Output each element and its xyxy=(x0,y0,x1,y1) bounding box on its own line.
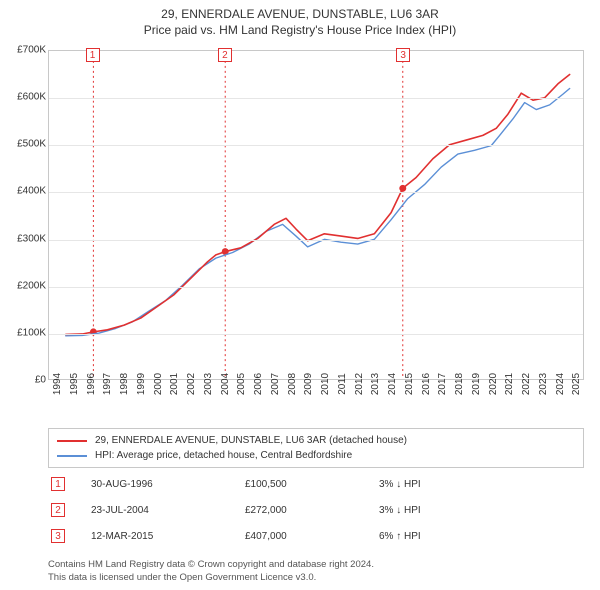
x-tick-label: 2002 xyxy=(186,373,197,395)
y-tick-label: £100K xyxy=(2,327,46,338)
x-tick-label: 1995 xyxy=(69,373,80,395)
gridline xyxy=(49,334,583,335)
event-number: 2 xyxy=(51,503,65,517)
series-hpi xyxy=(66,88,570,335)
event-delta: 6% ↑ HPI xyxy=(378,524,582,548)
x-tick-label: 2016 xyxy=(421,373,432,395)
event-number-box: 2 xyxy=(218,48,232,62)
title-block: 29, ENNERDALE AVENUE, DUNSTABLE, LU6 3AR… xyxy=(0,0,600,38)
event-date: 12-MAR-2015 xyxy=(90,524,242,548)
x-tick-label: 2003 xyxy=(203,373,214,395)
chart-plot-area xyxy=(48,50,584,380)
arrow-icon: ↑ xyxy=(396,531,401,542)
events-table: 1 30-AUG-1996£100,5003% ↓ HPI 2 23-JUL-2004… xyxy=(48,470,584,550)
event-row: 3 12-MAR-2015£407,0006% ↑ HPI xyxy=(50,524,582,548)
footnote-line-2: This data is licensed under the Open Gov… xyxy=(48,572,316,583)
x-tick-label: 2010 xyxy=(320,373,331,395)
x-tick-label: 2008 xyxy=(287,373,298,395)
x-tick-label: 2001 xyxy=(169,373,180,395)
x-tick-label: 1998 xyxy=(119,373,130,395)
x-tick-label: 2012 xyxy=(354,373,365,395)
event-date: 30-AUG-1996 xyxy=(90,472,242,496)
x-tick-label: 2022 xyxy=(521,373,532,395)
y-tick-label: £500K xyxy=(2,139,46,150)
legend-label: HPI: Average price, detached house, Cent… xyxy=(95,450,352,461)
x-tick-label: 2021 xyxy=(504,373,515,395)
x-tick-label: 1994 xyxy=(52,373,63,395)
legend-swatch xyxy=(57,455,87,457)
event-price: £407,000 xyxy=(244,524,376,548)
event-price: £100,500 xyxy=(244,472,376,496)
x-tick-label: 2014 xyxy=(387,373,398,395)
gridline xyxy=(49,287,583,288)
y-tick-label: £0 xyxy=(2,375,46,386)
gridline xyxy=(49,240,583,241)
event-delta: 3% ↓ HPI xyxy=(378,498,582,522)
x-tick-label: 2006 xyxy=(253,373,264,395)
event-row: 2 23-JUL-2004£272,0003% ↓ HPI xyxy=(50,498,582,522)
y-tick-label: £700K xyxy=(2,45,46,56)
x-tick-label: 2000 xyxy=(153,373,164,395)
event-number-box: 3 xyxy=(396,48,410,62)
x-tick-label: 2015 xyxy=(404,373,415,395)
x-tick-label: 2019 xyxy=(471,373,482,395)
x-tick-label: 2024 xyxy=(555,373,566,395)
arrow-icon: ↓ xyxy=(396,505,401,516)
legend-row: HPI: Average price, detached house, Cent… xyxy=(57,448,575,463)
title-line-2: Price paid vs. HM Land Registry's House … xyxy=(0,22,600,38)
legend-row: 29, ENNERDALE AVENUE, DUNSTABLE, LU6 3AR… xyxy=(57,433,575,448)
arrow-icon: ↓ xyxy=(396,479,401,490)
event-number: 1 xyxy=(51,477,65,491)
x-tick-label: 2009 xyxy=(303,373,314,395)
event-price: £272,000 xyxy=(244,498,376,522)
event-delta: 3% ↓ HPI xyxy=(378,472,582,496)
x-tick-label: 2018 xyxy=(454,373,465,395)
y-tick-label: £600K xyxy=(2,92,46,103)
x-tick-label: 2023 xyxy=(538,373,549,395)
x-tick-label: 2017 xyxy=(437,373,448,395)
x-tick-label: 2007 xyxy=(270,373,281,395)
x-tick-label: 2013 xyxy=(370,373,381,395)
gridline xyxy=(49,192,583,193)
footnote-line-1: Contains HM Land Registry data © Crown c… xyxy=(48,559,374,570)
gridline xyxy=(49,98,583,99)
event-number-box: 1 xyxy=(86,48,100,62)
y-tick-label: £400K xyxy=(2,186,46,197)
x-tick-label: 2020 xyxy=(488,373,499,395)
legend-swatch xyxy=(57,440,87,442)
x-tick-label: 2025 xyxy=(571,373,582,395)
y-tick-label: £200K xyxy=(2,280,46,291)
x-tick-label: 2005 xyxy=(236,373,247,395)
title-line-1: 29, ENNERDALE AVENUE, DUNSTABLE, LU6 3AR xyxy=(0,6,600,22)
x-tick-label: 1999 xyxy=(136,373,147,395)
footnote: Contains HM Land Registry data © Crown c… xyxy=(48,559,584,584)
series-property xyxy=(66,74,570,334)
y-tick-label: £300K xyxy=(2,233,46,244)
event-number: 3 xyxy=(51,529,65,543)
event-date: 23-JUL-2004 xyxy=(90,498,242,522)
x-tick-label: 2004 xyxy=(220,373,231,395)
x-tick-label: 1996 xyxy=(86,373,97,395)
legend: 29, ENNERDALE AVENUE, DUNSTABLE, LU6 3AR… xyxy=(48,428,584,468)
x-tick-label: 1997 xyxy=(102,373,113,395)
event-row: 1 30-AUG-1996£100,5003% ↓ HPI xyxy=(50,472,582,496)
legend-label: 29, ENNERDALE AVENUE, DUNSTABLE, LU6 3AR… xyxy=(95,435,407,446)
gridline xyxy=(49,145,583,146)
chart-frame: 29, ENNERDALE AVENUE, DUNSTABLE, LU6 3AR… xyxy=(0,0,600,590)
x-tick-label: 2011 xyxy=(337,373,348,395)
chart-svg xyxy=(49,51,583,379)
